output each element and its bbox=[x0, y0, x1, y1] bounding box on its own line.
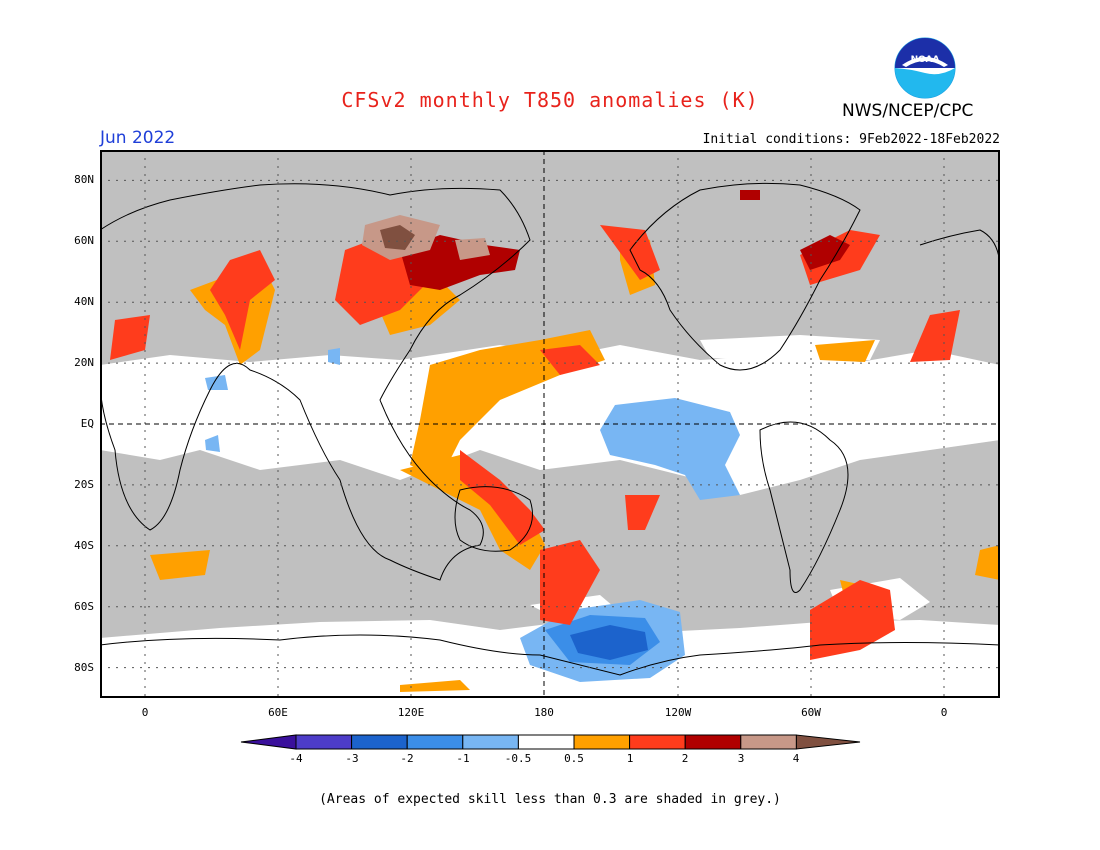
colorbar-cell-8 bbox=[684, 734, 742, 750]
lon-label-60w: 60W bbox=[801, 706, 821, 719]
colorbar-label-3: 3 bbox=[737, 752, 745, 765]
noaa-logo: NOAA bbox=[894, 37, 956, 99]
anomaly-map bbox=[100, 150, 1000, 698]
colorbar-cell-7 bbox=[629, 734, 686, 750]
forecast-month: Jun 2022 bbox=[100, 128, 176, 148]
colorbar-label-1: 1 bbox=[626, 752, 634, 765]
coastlines bbox=[100, 182, 1000, 676]
noaa-logo-text: NOAA bbox=[911, 55, 940, 65]
lat-label-eq: EQ bbox=[80, 417, 94, 430]
colorbar bbox=[240, 734, 861, 750]
lon-label-0-right: 0 bbox=[940, 706, 948, 719]
organization-label: NWS/NCEP/CPC bbox=[842, 101, 974, 121]
lon-label-120w: 120W bbox=[664, 706, 692, 719]
lat-label-60n: 60N bbox=[74, 234, 94, 247]
colorbar-label-neg3: -3 bbox=[345, 752, 359, 765]
skill-note: (Areas of expected skill less than 0.3 a… bbox=[319, 792, 781, 807]
chart-title: CFSv2 monthly T850 anomalies (K) bbox=[341, 88, 759, 112]
lon-label-120e: 120E bbox=[397, 706, 425, 719]
colorbar-label-2: 2 bbox=[681, 752, 689, 765]
lat-label-20n: 20N bbox=[74, 356, 94, 369]
lat-label-40s: 40S bbox=[74, 539, 94, 552]
colorbar-label-4: 4 bbox=[792, 752, 800, 765]
warm-anomalies-brown bbox=[380, 225, 415, 250]
lat-label-40n: 40N bbox=[74, 295, 94, 308]
lon-label-180: 180 bbox=[534, 706, 554, 719]
colorbar-cell-1 bbox=[295, 734, 353, 750]
lon-label-60e: 60E bbox=[268, 706, 288, 719]
colorbar-cell-5 bbox=[517, 734, 575, 750]
colorbar-cell-2 bbox=[351, 734, 408, 750]
colorbar-cell-9 bbox=[740, 734, 797, 750]
map-frame bbox=[100, 150, 1000, 698]
white-regions bbox=[100, 335, 1000, 698]
lon-label-0-left: 0 bbox=[141, 706, 149, 719]
colorbar-cell-3 bbox=[406, 734, 464, 750]
colorbar-cell-6 bbox=[573, 734, 631, 750]
lat-label-60s: 60S bbox=[74, 600, 94, 613]
colorbar-arrow-low bbox=[240, 734, 297, 750]
colorbar-arrow-high bbox=[795, 734, 861, 750]
colorbar-label-neg0-5: -0.5 bbox=[504, 752, 532, 765]
lat-label-20s: 20S bbox=[74, 478, 94, 491]
colorbar-label-0-5: 0.5 bbox=[564, 752, 584, 765]
lat-label-80s: 80S bbox=[74, 661, 94, 674]
graticule bbox=[100, 150, 1000, 698]
lat-label-80n: 80N bbox=[74, 173, 94, 186]
colorbar-label-neg2: -2 bbox=[400, 752, 414, 765]
initial-conditions: Initial conditions: 9Feb2022-18Feb2022 bbox=[702, 132, 1000, 147]
reference-lines bbox=[100, 150, 1000, 698]
colorbar-label-neg4: -4 bbox=[289, 752, 303, 765]
colorbar-cell-4 bbox=[462, 734, 519, 750]
colorbar-label-neg1: -1 bbox=[456, 752, 470, 765]
